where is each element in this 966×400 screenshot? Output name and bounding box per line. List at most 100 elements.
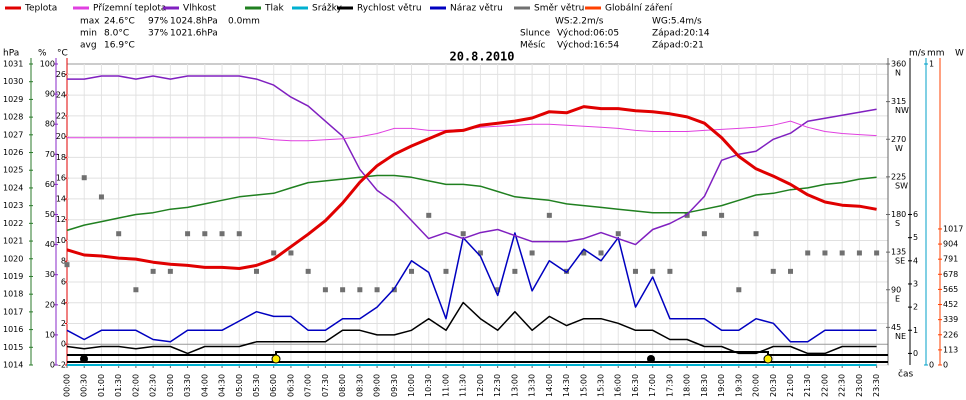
y-tick-label: 678 <box>943 270 958 279</box>
x-tick-label: 19:00 <box>717 374 726 397</box>
y-tick-label: 226 <box>943 330 958 339</box>
direction-point <box>667 268 673 274</box>
direction-point <box>167 268 173 274</box>
direction-point <box>219 231 225 237</box>
y-tick-label: 2 <box>913 303 918 312</box>
direction-point <box>684 212 690 218</box>
compass-label: SE <box>895 257 905 266</box>
direction-point <box>322 287 328 293</box>
direction-point <box>253 268 259 274</box>
y-tick-label: 0 <box>61 340 66 349</box>
x-tick-label: 07:00 <box>304 374 313 397</box>
y-tick-label: 1017 <box>943 224 963 233</box>
x-tick-label: 11:30 <box>459 374 468 397</box>
x-tick-label: 08:00 <box>338 374 347 397</box>
y-tick-label: 791 <box>943 255 958 264</box>
x-tick-label: 04:30 <box>218 374 227 397</box>
direction-point <box>64 262 70 268</box>
series-line <box>66 232 877 343</box>
compass-label: S <box>895 219 900 228</box>
direction-point <box>701 231 707 237</box>
direction-point <box>340 287 346 293</box>
y-tick-label: 315 <box>891 97 906 106</box>
y-tick-label: 1029 <box>3 95 23 104</box>
stat-label: max <box>80 17 100 27</box>
x-tick-label: 10:00 <box>407 374 416 397</box>
y-tick-label: 135 <box>891 248 906 257</box>
y-tick-label: 2 <box>61 319 66 328</box>
x-tick-label: 14:00 <box>545 374 554 397</box>
day-bar-line <box>67 351 888 363</box>
legend-label: Teplota <box>24 4 57 14</box>
series-line <box>66 105 877 270</box>
direction-point <box>477 250 483 256</box>
direction-point <box>512 268 518 274</box>
y-tick-label: 1 <box>913 326 918 335</box>
compass-label: E <box>895 294 900 303</box>
x-tick-label: 17:00 <box>648 374 657 397</box>
direction-point <box>81 175 87 181</box>
direction-point <box>185 231 191 237</box>
x-tick-label: 13:00 <box>510 374 519 397</box>
info-text: Východ:06:05 <box>557 29 619 39</box>
sunset-icon <box>763 354 773 364</box>
x-tick-label: 22:00 <box>820 374 829 397</box>
axis-unit: °C <box>57 49 68 59</box>
x-tick-label: 20:30 <box>769 374 778 397</box>
info-text: Východ:16:54 <box>557 41 619 51</box>
info-block: WS:2.2m/s WG:5.4m/s Slunce Východ:06:05 … <box>520 17 710 51</box>
y-tick-label: 90 <box>891 285 901 294</box>
legend-label: Srážky <box>312 4 343 14</box>
x-tick-label: 04:00 <box>200 374 209 397</box>
direction-point <box>443 268 449 274</box>
direction-point <box>650 268 656 274</box>
chart-title: 20.8.2010 <box>449 50 514 64</box>
direction-point <box>271 250 277 256</box>
y-tick-label: 10 <box>56 236 66 245</box>
x-tick-label: 01:00 <box>97 374 106 397</box>
moonset-icon <box>80 355 88 363</box>
day-night-bar <box>67 351 888 364</box>
y-tick-label: 0 <box>929 361 934 370</box>
y-tick-label: 1022 <box>3 219 23 228</box>
y-tick-label: 12 <box>56 215 66 224</box>
y-tick-label: 113 <box>943 345 958 354</box>
y-tick-label: 20 <box>45 300 55 309</box>
x-tick-label: 22:30 <box>838 374 847 397</box>
series-line <box>66 174 877 232</box>
direction-point <box>357 287 363 293</box>
direction-point <box>426 212 432 218</box>
stat-value: 0.0mm <box>228 17 260 27</box>
info-text: WG:5.4m/s <box>652 17 702 27</box>
direction-point <box>632 268 638 274</box>
x-tick-label: 12:00 <box>476 374 485 397</box>
direction-point <box>133 287 139 293</box>
y-tick-label: 1017 <box>3 307 23 316</box>
axis-unit: m/s <box>909 49 926 59</box>
x-tick-label: 08:30 <box>355 374 364 397</box>
axis-unit: % <box>38 49 47 59</box>
stat-label: min <box>80 29 97 39</box>
y-tick-label: 180 <box>891 210 906 219</box>
info-text: Slunce <box>520 29 551 39</box>
y-tick-label: 60 <box>45 180 55 189</box>
x-tick-label: 03:30 <box>183 374 192 397</box>
x-tick-label: 18:00 <box>683 374 692 397</box>
direction-point <box>615 231 621 237</box>
y-tick-label: 1016 <box>3 325 23 334</box>
x-tick-label: 03:00 <box>166 374 175 397</box>
info-text: Západ:0:21 <box>652 41 704 51</box>
y-tick-label: 80 <box>45 120 55 129</box>
y-tick-label: 4 <box>61 298 66 307</box>
legend-label: Vlhkost <box>183 4 216 14</box>
x-tick-label: 17:30 <box>665 374 674 397</box>
info-text: Západ:20:14 <box>652 29 710 39</box>
stat-value: 1024.8hPa <box>170 17 218 27</box>
stat-value: 24.6°C <box>104 17 135 27</box>
x-tick-label: 05:00 <box>235 374 244 397</box>
y-tick-label: 3 <box>913 279 918 288</box>
axis-unit: hPa <box>3 49 19 59</box>
x-tick-label: 15:30 <box>597 374 606 397</box>
